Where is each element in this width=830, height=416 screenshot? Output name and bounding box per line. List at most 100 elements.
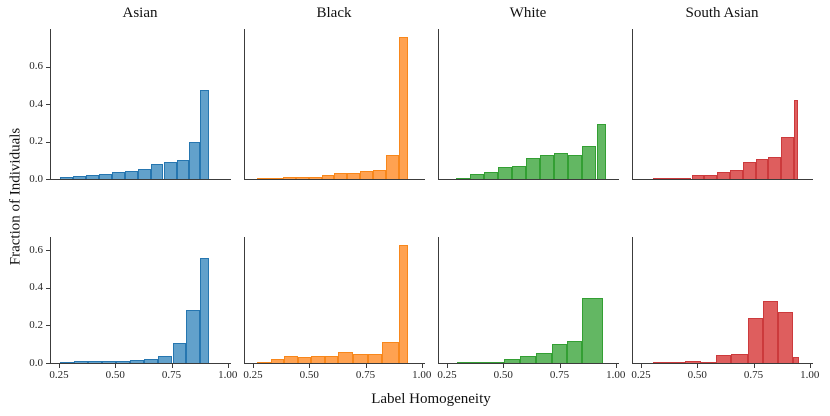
- hist-bar-south-asian: [777, 312, 793, 363]
- hist-bar-south-asian: [716, 355, 732, 363]
- x-tick-mark: [447, 364, 448, 368]
- hist-bar-asian: [85, 175, 99, 179]
- x-tick-mark: [115, 364, 117, 368]
- hist-bar-white: [484, 172, 499, 179]
- hist-bar-black: [399, 244, 409, 363]
- histogram-panel-white-row1: [438, 29, 619, 180]
- y-tick-label: 0.6: [29, 243, 43, 256]
- hist-bar-black: [385, 155, 400, 179]
- hist-bar-black: [324, 355, 339, 363]
- hist-bar-south-asian: [666, 178, 679, 179]
- hist-bar-white: [472, 362, 489, 363]
- hist-bar-asian: [111, 172, 125, 179]
- hist-bar-asian: [98, 173, 112, 179]
- x-tick-mark: [559, 364, 561, 368]
- hist-bar-asian: [60, 361, 75, 363]
- hist-bar-white: [596, 124, 606, 179]
- hist-bar-black: [372, 169, 386, 179]
- hist-bar-asian: [88, 361, 103, 363]
- y-tick-label: 0.2: [29, 318, 43, 331]
- histogram-panel-south-asian-row2: [632, 237, 813, 364]
- y-tick-mark: [46, 287, 50, 289]
- hist-bar-asian: [73, 176, 86, 179]
- hist-bar-south-asian: [747, 317, 763, 363]
- x-tick-label: 1.00: [412, 369, 432, 381]
- hist-bar-south-asian: [742, 162, 756, 179]
- histogram-panel-black-row1: [244, 29, 425, 180]
- x-tick-mark: [641, 364, 642, 368]
- x-tick-mark: [421, 364, 423, 368]
- hist-bar-white: [535, 352, 552, 363]
- hist-bar-white: [520, 356, 536, 363]
- hist-bar-asian: [150, 163, 164, 179]
- hist-bar-black: [295, 176, 309, 179]
- hist-bar-asian: [163, 161, 177, 179]
- x-tick-mark: [227, 364, 229, 368]
- y-tick-label: 0.2: [29, 135, 43, 147]
- hist-bar-white: [469, 174, 484, 179]
- hist-bar-asian: [60, 176, 74, 179]
- hist-bar-south-asian: [700, 361, 717, 363]
- hist-bar-white: [540, 155, 555, 179]
- x-tick-mark: [59, 364, 60, 368]
- x-tick-mark: [809, 364, 811, 368]
- y-tick-mark: [46, 363, 50, 364]
- x-tick-label: 0.25: [437, 369, 457, 381]
- column-title-south-asian: South Asian: [685, 5, 759, 21]
- x-tick-label: 0.75: [549, 369, 570, 381]
- column-title-white: White: [509, 5, 547, 21]
- hist-bar-black: [353, 353, 368, 363]
- hist-bar-black: [382, 342, 400, 363]
- hist-bar-asian: [199, 257, 209, 363]
- hist-bar-south-asian: [792, 356, 800, 363]
- hist-bar-black: [270, 359, 285, 363]
- x-tick-mark: [171, 364, 173, 368]
- histogram-panel-asian-row1: [50, 29, 231, 180]
- x-tick-mark: [309, 364, 311, 368]
- x-tick-label: 0.50: [687, 369, 707, 381]
- hist-bar-asian: [116, 360, 131, 363]
- column-title-asian: Asian: [122, 5, 158, 21]
- hist-bar-black: [367, 354, 383, 363]
- x-tick-label: 0.25: [49, 369, 69, 381]
- hist-bar-asian: [172, 343, 186, 363]
- hist-bar-black: [257, 361, 271, 363]
- y-tick-mark: [46, 250, 50, 252]
- hist-bar-white: [455, 177, 470, 179]
- hist-bar-black: [257, 178, 271, 179]
- hist-bar-asian: [186, 310, 200, 363]
- hist-bar-asian: [189, 142, 200, 179]
- hist-bar-south-asian: [731, 353, 748, 363]
- hist-bar-south-asian: [768, 156, 782, 179]
- hist-bar-white: [457, 362, 473, 363]
- x-tick-label: 0.75: [355, 369, 376, 381]
- x-tick-label: 0.25: [243, 369, 263, 381]
- hist-bar-asian: [199, 89, 209, 179]
- hist-bar-asian: [130, 360, 145, 363]
- hist-bar-asian: [158, 356, 173, 363]
- hist-bar-white: [567, 341, 582, 363]
- hist-bar-black: [270, 177, 283, 179]
- hist-bar-white: [504, 359, 520, 363]
- hist-bar-black: [311, 355, 325, 363]
- hist-bar-south-asian: [781, 136, 794, 179]
- hist-bar-white: [581, 298, 604, 363]
- x-axis-label: Label Homogeneity: [371, 391, 491, 407]
- hist-bar-black: [399, 37, 409, 179]
- x-tick-label: 0.50: [105, 369, 125, 381]
- hist-bar-white: [526, 158, 541, 179]
- histogram-panel-white-row2: [438, 237, 619, 364]
- hist-bar-asian: [74, 360, 89, 363]
- hist-bar-black: [297, 357, 312, 363]
- hist-bar-black: [321, 175, 335, 179]
- y-tick-label: 0.0: [29, 172, 43, 185]
- hist-bar-white: [554, 153, 569, 179]
- y-tick-mark: [46, 104, 50, 105]
- x-tick-label: 0.75: [161, 369, 182, 381]
- hist-bar-white: [568, 155, 583, 179]
- hist-bar-black: [359, 170, 373, 179]
- x-tick-mark: [253, 364, 254, 368]
- hist-bar-south-asian: [691, 175, 705, 179]
- hist-bar-white: [512, 166, 527, 179]
